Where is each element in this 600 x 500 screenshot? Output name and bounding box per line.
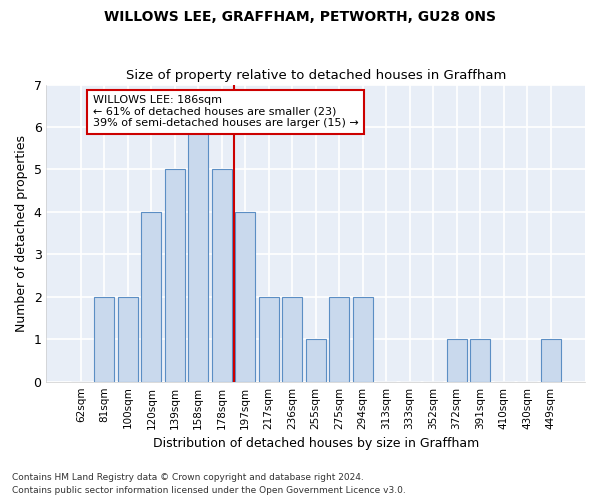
Bar <box>118 297 138 382</box>
Y-axis label: Number of detached properties: Number of detached properties <box>15 134 28 332</box>
Bar <box>165 170 185 382</box>
Text: WILLOWS LEE: 186sqm
← 61% of detached houses are smaller (23)
39% of semi-detach: WILLOWS LEE: 186sqm ← 61% of detached ho… <box>92 95 358 128</box>
Bar <box>235 212 255 382</box>
Text: Contains HM Land Registry data © Crown copyright and database right 2024.
Contai: Contains HM Land Registry data © Crown c… <box>12 474 406 495</box>
Bar <box>306 339 326 382</box>
Bar <box>188 127 208 382</box>
Bar <box>353 297 373 382</box>
Bar <box>446 339 467 382</box>
Bar <box>259 297 279 382</box>
X-axis label: Distribution of detached houses by size in Graffham: Distribution of detached houses by size … <box>152 437 479 450</box>
Title: Size of property relative to detached houses in Graffham: Size of property relative to detached ho… <box>125 69 506 82</box>
Bar <box>470 339 490 382</box>
Text: WILLOWS LEE, GRAFFHAM, PETWORTH, GU28 0NS: WILLOWS LEE, GRAFFHAM, PETWORTH, GU28 0N… <box>104 10 496 24</box>
Bar <box>142 212 161 382</box>
Bar <box>94 297 115 382</box>
Bar <box>282 297 302 382</box>
Bar <box>541 339 560 382</box>
Bar <box>329 297 349 382</box>
Bar <box>212 170 232 382</box>
